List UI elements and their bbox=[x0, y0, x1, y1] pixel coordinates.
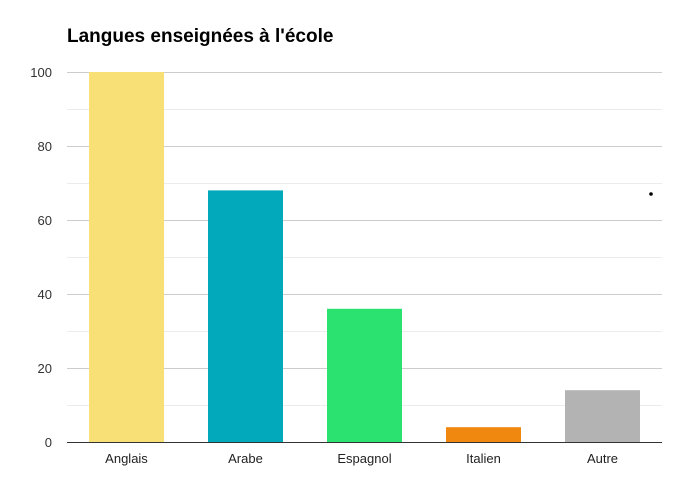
x-tick-label: Italien bbox=[466, 451, 501, 466]
chart-title: Langues enseignées à l'école bbox=[67, 26, 334, 47]
x-tick-label: Espagnol bbox=[337, 451, 391, 466]
y-tick-label: 20 bbox=[38, 361, 52, 376]
x-tick-label: Autre bbox=[587, 451, 618, 466]
x-tick-label: Arabe bbox=[228, 451, 263, 466]
labels: 0 20 40 60 80 100 Anglais Arabe Espagnol Italien A… bbox=[30, 65, 618, 466]
x-tick-label: Anglais bbox=[105, 451, 148, 466]
y-tick-label: 40 bbox=[38, 287, 52, 302]
bar-italien bbox=[446, 427, 521, 442]
y-tick-label: 0 bbox=[45, 435, 52, 450]
bar-arabe bbox=[208, 190, 283, 442]
y-tick-label: 60 bbox=[38, 213, 52, 228]
bar-espagnol bbox=[327, 308, 402, 442]
bar-autre bbox=[565, 390, 640, 442]
stray-dot-mark bbox=[649, 192, 653, 196]
bar-anglais bbox=[89, 72, 164, 442]
y-tick-label: 100 bbox=[30, 65, 52, 80]
bars bbox=[89, 72, 640, 442]
y-tick-label: 80 bbox=[38, 139, 52, 154]
